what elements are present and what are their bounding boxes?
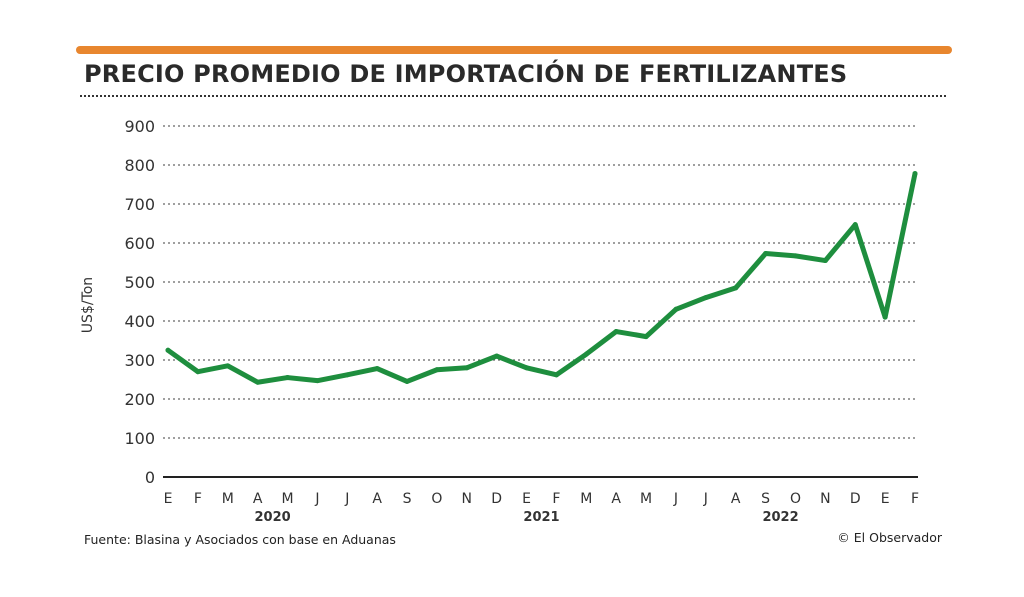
- data-point: [852, 222, 858, 228]
- data-point: [703, 295, 709, 301]
- data-point: [314, 378, 320, 384]
- x-tick-label: O: [790, 491, 801, 507]
- x-tick-label: N: [462, 491, 472, 507]
- data-point: [882, 314, 888, 320]
- y-tick-label: 500: [124, 273, 155, 292]
- x-tick-label: E: [522, 491, 531, 507]
- x-tick-label: A: [731, 491, 741, 507]
- credit-note: © El Observador: [837, 530, 942, 545]
- x-tick-label: M: [580, 491, 592, 507]
- x-tick-label: M: [640, 491, 652, 507]
- x-tick-label: O: [431, 491, 442, 507]
- data-point: [165, 347, 171, 353]
- y-tick-label: 200: [124, 390, 155, 409]
- data-point: [195, 369, 201, 375]
- x-tick-label: D: [850, 491, 861, 507]
- x-tick-label: F: [911, 491, 919, 507]
- data-point: [464, 365, 470, 371]
- data-point: [285, 375, 291, 381]
- x-tick-label: A: [372, 491, 382, 507]
- y-axis-label: US$/Ton: [80, 277, 96, 333]
- year-labels: 2020 2021 2022: [254, 510, 798, 525]
- y-tick-label: 700: [124, 195, 155, 214]
- data-point: [583, 351, 589, 357]
- x-tick-label: N: [820, 491, 830, 507]
- x-tick-label: E: [881, 491, 890, 507]
- data-point: [643, 334, 649, 340]
- y-tick-label: 800: [124, 156, 155, 175]
- data-point: [673, 306, 679, 312]
- x-tick-label: J: [703, 491, 708, 507]
- data-point: [733, 285, 739, 291]
- data-point: [374, 366, 380, 372]
- y-tick-label: 0: [145, 468, 155, 487]
- data-point: [613, 329, 619, 335]
- x-tick-label: A: [253, 491, 263, 507]
- x-tick-label: J: [344, 491, 349, 507]
- chart-title: PRECIO PROMEDIO DE IMPORTACIÓN DE FERTIL…: [84, 60, 848, 88]
- x-tick-label: M: [281, 491, 293, 507]
- data-point: [822, 258, 828, 264]
- grid-lines: [163, 125, 918, 478]
- y-tick-label: 900: [124, 117, 155, 136]
- data-point: [434, 367, 440, 373]
- x-tick-label: J: [673, 491, 678, 507]
- data-point: [344, 372, 350, 378]
- x-tick-label: F: [194, 491, 202, 507]
- year-label: 2021: [523, 510, 559, 525]
- title-divider: [80, 95, 946, 97]
- year-label: 2020: [254, 510, 290, 525]
- x-tick-label: A: [611, 491, 621, 507]
- x-tick-label: E: [164, 491, 173, 507]
- year-label: 2022: [762, 510, 798, 525]
- accent-bar: [76, 46, 952, 54]
- y-axis-ticks: 0 100 200 300 400 500 600 700 800 900: [124, 117, 155, 487]
- data-point: [255, 379, 261, 385]
- data-points: [165, 171, 918, 385]
- y-tick-label: 400: [124, 312, 155, 331]
- y-tick-label: 600: [124, 234, 155, 253]
- data-point: [404, 378, 410, 384]
- x-tick-label: S: [761, 491, 770, 507]
- data-point: [494, 353, 500, 359]
- y-tick-label: 100: [124, 429, 155, 448]
- data-point: [524, 365, 530, 371]
- series-line: [165, 171, 918, 385]
- y-tick-label: 300: [124, 351, 155, 370]
- x-tick-label: F: [552, 491, 560, 507]
- data-point: [912, 171, 918, 177]
- data-point: [763, 251, 769, 257]
- data-point: [792, 253, 798, 259]
- x-tick-label: D: [491, 491, 502, 507]
- x-tick-label: S: [403, 491, 412, 507]
- source-note: Fuente: Blasina y Asociados con base en …: [84, 532, 396, 547]
- x-tick-label: M: [222, 491, 234, 507]
- data-point: [553, 372, 559, 378]
- x-tick-label: J: [314, 491, 319, 507]
- data-point: [225, 363, 231, 369]
